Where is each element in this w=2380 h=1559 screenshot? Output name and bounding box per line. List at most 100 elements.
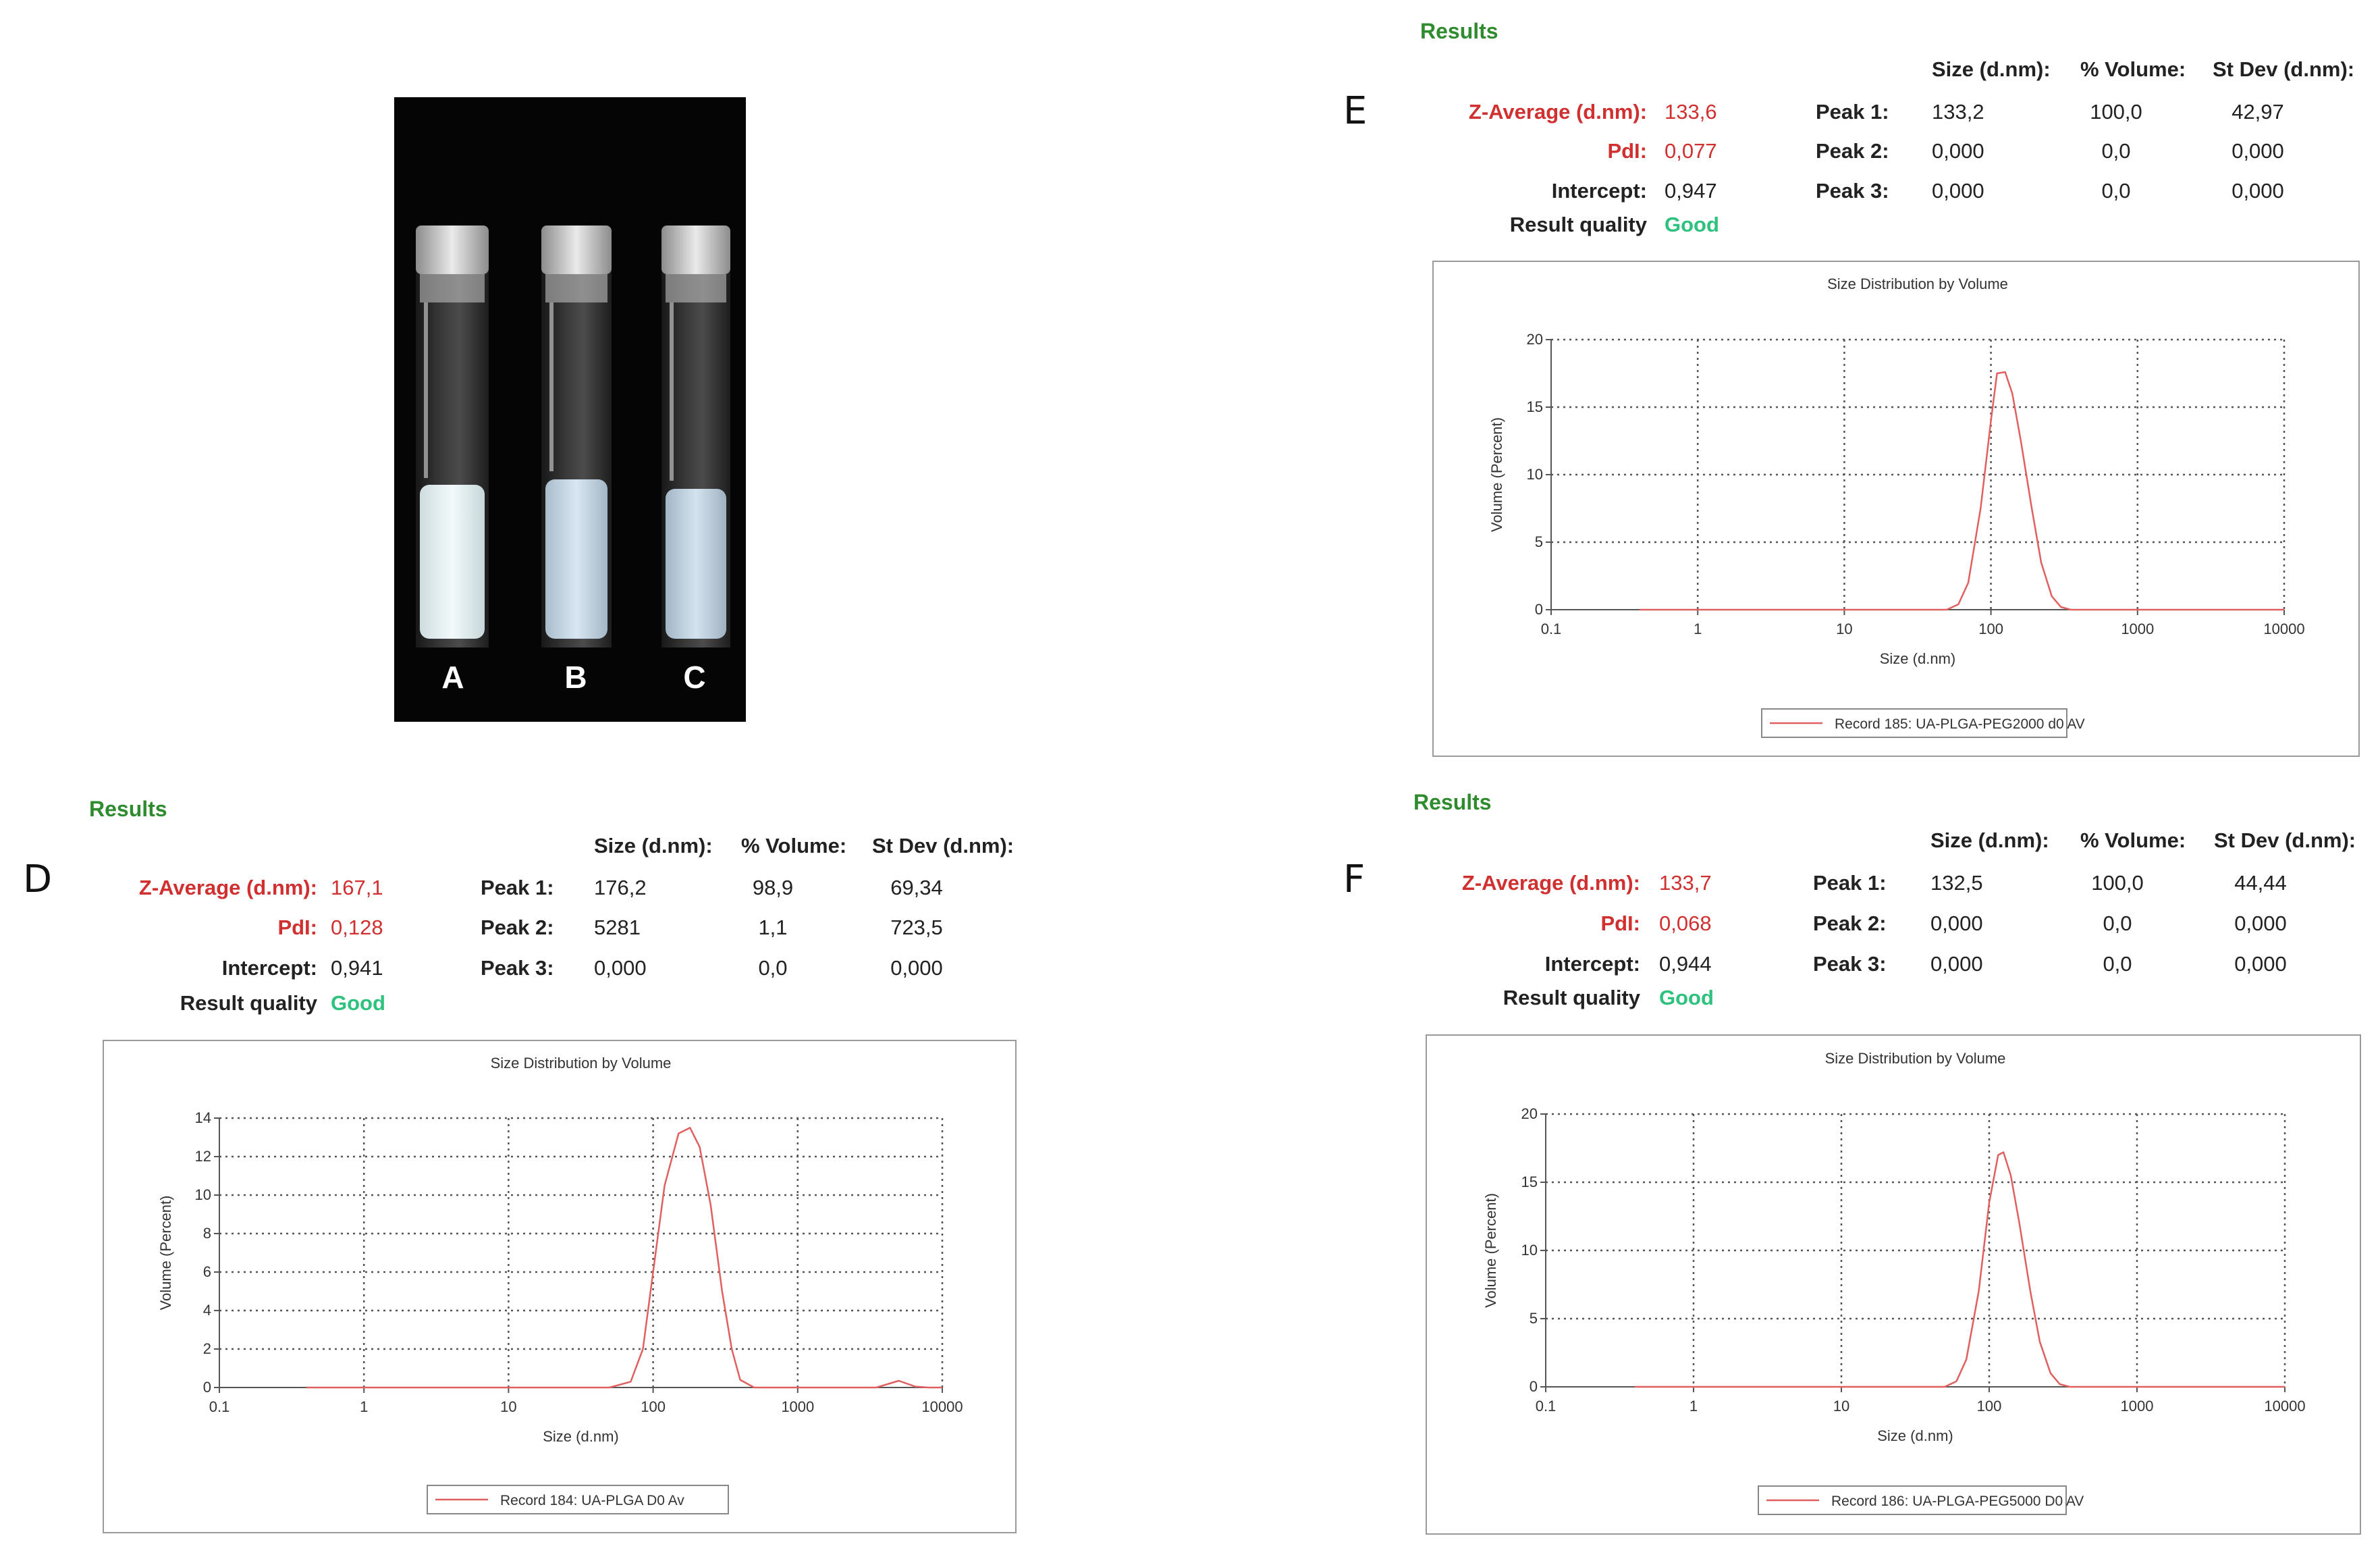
y-tick-label: 10 [195, 1186, 211, 1203]
intercept-label-e: Intercept: [1551, 179, 1647, 203]
header-stdev-f: St Dev (d.nm): [2214, 828, 2356, 852]
x-tick-label: 100 [1978, 620, 2003, 637]
pdi-value-e: 0,077 [1665, 139, 1717, 163]
x-axis-label: Size (d.nm) [1880, 650, 1955, 667]
peak1-volume-f: 100,0 [2091, 871, 2144, 895]
peak2-stdev-f: 0,000 [2234, 911, 2287, 935]
peak2-label-f: Peak 2: [1813, 911, 1887, 935]
peak2-stdev-e: 0,000 [2232, 139, 2284, 163]
x-tick-label: 10000 [2263, 620, 2304, 637]
peak3-stdev-f: 0,000 [2234, 952, 2287, 976]
peak1-stdev-d: 69,34 [890, 876, 943, 899]
peak3-size-f: 0,000 [1930, 952, 1983, 976]
y-axis-label: Volume (Percent) [1482, 1193, 1499, 1308]
quality-label-e: Result quality [1509, 213, 1647, 236]
legend-label: Record 185: UA-PLGA-PEG2000 d0 AV [1835, 716, 2085, 732]
series-line [1639, 371, 2284, 611]
pdi-label-f: PdI: [1600, 911, 1640, 935]
chart-title: Size Distribution by Volume [1827, 275, 2008, 292]
peak3-volume-d: 0,0 [758, 956, 788, 980]
y-tick-label: 6 [203, 1263, 211, 1280]
size-distribution-chart-d: Size Distribution by Volume 0.1 1 10 100 1000… [103, 1040, 1017, 1533]
quality-label-d: Result quality [180, 991, 317, 1015]
quality-value-d: Good [331, 991, 385, 1015]
peak1-volume-e: 100,0 [2090, 100, 2142, 124]
peak2-volume-d: 1,1 [758, 916, 788, 939]
x-tick-label: 1000 [2121, 620, 2154, 637]
x-tick-label: 1 [360, 1398, 368, 1415]
peak1-label-e: Peak 1: [1816, 100, 1889, 124]
peak3-label-e: Peak 3: [1816, 179, 1889, 203]
peak3-label-d: Peak 3: [481, 956, 554, 980]
series-line [306, 1127, 942, 1389]
vials-photo: A B C [394, 97, 746, 729]
panel-letter-f: F [1343, 857, 1365, 901]
x-tick-label: 10000 [921, 1398, 963, 1415]
header-size-f: Size (d.nm): [1930, 828, 2049, 852]
panel-letter-e: E [1343, 89, 1368, 133]
chart-title: Size Distribution by Volume [491, 1055, 672, 1072]
x-tick-label: 0.1 [1541, 620, 1562, 637]
results-title-e: Results [1420, 19, 1498, 43]
zavg-label-e: Z-Average (d.nm): [1468, 100, 1647, 124]
y-tick-label: 0 [1535, 601, 1543, 618]
peak2-label-d: Peak 2: [481, 916, 554, 939]
x-axis-label: Size (d.nm) [543, 1428, 618, 1445]
results-title-f: Results [1413, 790, 1492, 814]
x-tick-label: 1 [1689, 1398, 1698, 1415]
zavg-label-d: Z-Average (d.nm): [138, 876, 317, 899]
intercept-value-d: 0,941 [331, 956, 383, 980]
peak3-size-e: 0,000 [1932, 179, 1984, 203]
x-tick-label: 1 [1694, 620, 1702, 637]
vial-a [416, 226, 489, 729]
size-distribution-chart-f: Size Distribution by Volume 0.1 1 10 100 1000… [1426, 1034, 2361, 1535]
vial-label-c: C [683, 660, 706, 695]
peak1-stdev-e: 42,97 [2232, 100, 2284, 124]
y-tick-label: 12 [195, 1148, 211, 1165]
vial-b [541, 226, 612, 729]
y-tick-label: 10 [1521, 1242, 1538, 1259]
legend-label: Record 184: UA-PLGA D0 Av [500, 1493, 684, 1508]
header-volume-f: % Volume: [2080, 828, 2186, 852]
peak3-label-f: Peak 3: [1813, 952, 1887, 976]
y-tick-label: 14 [195, 1109, 211, 1126]
quality-value-e: Good [1665, 213, 1719, 236]
y-tick-label: 10 [1527, 466, 1543, 483]
y-tick-label: 0 [203, 1379, 211, 1396]
peak2-size-d: 5281 [594, 916, 641, 939]
panel-letter-d: D [23, 857, 53, 901]
peak3-volume-e: 0,0 [2101, 179, 2131, 203]
x-tick-label: 1000 [781, 1398, 814, 1415]
y-tick-label: 5 [1530, 1310, 1538, 1327]
y-axis-label: Volume (Percent) [1488, 417, 1505, 532]
y-tick-label: 5 [1535, 533, 1543, 550]
intercept-label-d: Intercept: [221, 956, 317, 980]
zavg-value-f: 133,7 [1659, 871, 1712, 895]
y-tick-label: 20 [1527, 331, 1543, 348]
x-tick-label: 10 [1833, 1398, 1849, 1415]
peak2-label-e: Peak 2: [1816, 139, 1889, 163]
vials-illustration [394, 226, 746, 729]
series-line [1634, 1151, 2285, 1388]
peak2-stdev-d: 723,5 [890, 916, 943, 939]
vial-label-b: B [564, 660, 587, 695]
x-tick-label: 10 [1836, 620, 1852, 637]
peak2-volume-f: 0,0 [2103, 911, 2132, 935]
x-tick-label: 0.1 [1536, 1398, 1557, 1415]
peak1-volume-d: 98,9 [752, 876, 794, 899]
peak1-label-d: Peak 1: [481, 876, 554, 899]
y-tick-label: 20 [1521, 1105, 1538, 1122]
y-tick-label: 4 [203, 1302, 211, 1319]
header-volume-d: % Volume: [741, 834, 847, 857]
intercept-value-e: 0,947 [1665, 179, 1717, 203]
peak3-size-d: 0,000 [594, 956, 647, 980]
peak1-label-f: Peak 1: [1813, 871, 1887, 895]
header-stdev-e: St Dev (d.nm): [2213, 57, 2355, 81]
zavg-value-e: 133,6 [1665, 100, 1717, 124]
vial-c [661, 226, 730, 729]
peak2-size-f: 0,000 [1930, 911, 1983, 935]
header-stdev-d: St Dev (d.nm): [872, 834, 1015, 857]
x-tick-label: 1000 [2121, 1398, 2154, 1415]
